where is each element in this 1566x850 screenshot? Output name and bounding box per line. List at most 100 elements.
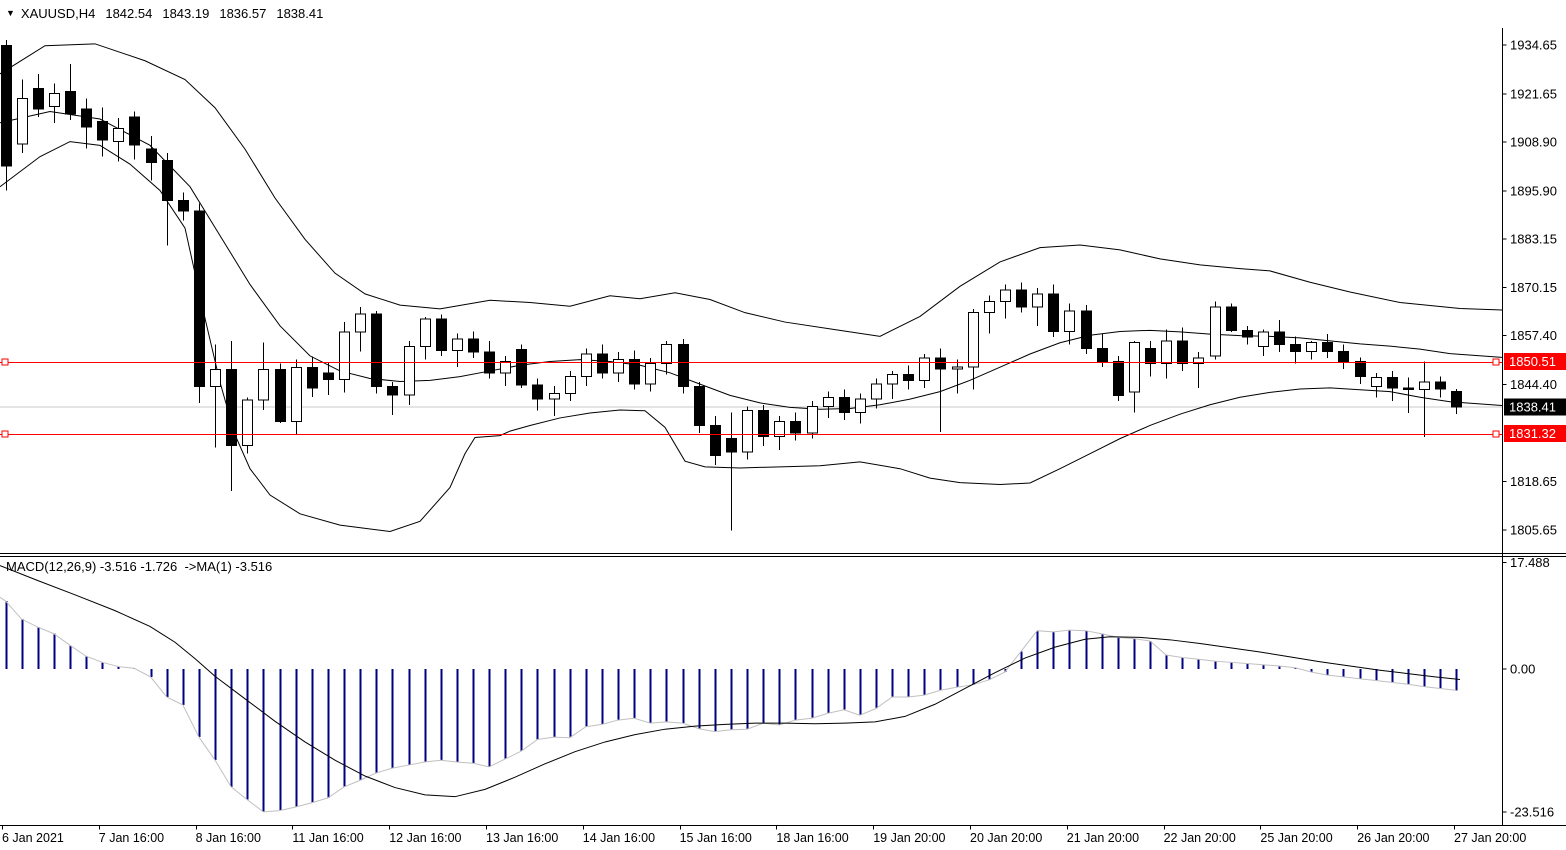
candle[interactable] <box>823 391 834 418</box>
candle[interactable] <box>387 382 398 415</box>
candle[interactable] <box>81 98 92 149</box>
candle[interactable] <box>146 135 157 181</box>
candle[interactable] <box>726 412 737 531</box>
candle[interactable] <box>629 350 640 390</box>
candle[interactable] <box>984 295 995 334</box>
candle[interactable] <box>339 322 350 393</box>
candle[interactable] <box>1322 334 1333 358</box>
candle[interactable] <box>371 310 382 394</box>
horizontal-line-object[interactable] <box>0 358 1503 366</box>
candle[interactable] <box>33 73 44 118</box>
candle[interactable] <box>1032 288 1043 326</box>
candle[interactable] <box>887 370 898 400</box>
candle[interactable] <box>355 307 366 352</box>
candle[interactable] <box>307 356 318 397</box>
candle[interactable] <box>903 365 914 390</box>
candle[interactable] <box>1306 340 1317 360</box>
candle[interactable] <box>1177 327 1188 371</box>
candle[interactable] <box>1387 370 1398 402</box>
candle[interactable] <box>17 79 28 153</box>
candle[interactable] <box>242 397 253 454</box>
candle[interactable] <box>1145 340 1156 377</box>
candle[interactable] <box>1403 377 1414 414</box>
candle[interactable] <box>500 355 511 386</box>
candle[interactable] <box>645 357 656 392</box>
candle[interactable] <box>194 203 205 403</box>
candle[interactable] <box>323 362 334 396</box>
hline-endpoint-handle[interactable] <box>1492 358 1500 366</box>
candle[interactable] <box>97 107 108 157</box>
candle[interactable] <box>65 64 76 121</box>
candle[interactable] <box>258 342 269 411</box>
candle[interactable] <box>1242 325 1253 345</box>
candle[interactable] <box>581 348 592 386</box>
candle[interactable] <box>1210 301 1221 360</box>
candle[interactable] <box>162 152 173 246</box>
candle[interactable] <box>758 404 769 447</box>
candle[interactable] <box>468 331 479 358</box>
candle[interactable] <box>549 385 560 417</box>
candle[interactable] <box>1435 376 1446 398</box>
candle[interactable] <box>742 406 753 460</box>
candle[interactable] <box>1258 329 1269 356</box>
candle[interactable] <box>1 40 12 191</box>
candle[interactable] <box>919 354 930 388</box>
candle[interactable] <box>1371 372 1382 398</box>
candle[interactable] <box>661 340 672 375</box>
candle[interactable] <box>565 370 576 402</box>
symbol-dropdown-icon[interactable]: ▼ <box>6 8 15 18</box>
candle[interactable] <box>807 401 818 439</box>
candle[interactable] <box>1290 336 1301 364</box>
candle[interactable] <box>1016 282 1027 313</box>
candle[interactable] <box>291 359 302 436</box>
candle[interactable] <box>1338 344 1349 370</box>
candle[interactable] <box>1451 389 1462 414</box>
candle[interactable] <box>1419 361 1430 438</box>
candle[interactable] <box>210 344 221 448</box>
candle[interactable] <box>1129 340 1140 413</box>
hline-endpoint-handle[interactable] <box>1492 430 1500 438</box>
candle[interactable] <box>613 352 624 383</box>
candle[interactable] <box>49 83 60 123</box>
hline-endpoint-handle[interactable] <box>1 358 9 366</box>
candle[interactable] <box>1274 320 1285 353</box>
candle[interactable] <box>404 340 415 406</box>
candle[interactable] <box>678 338 689 394</box>
candle[interactable] <box>597 344 608 379</box>
candle[interactable] <box>1064 303 1075 345</box>
candle[interactable] <box>1000 284 1011 319</box>
candle[interactable] <box>516 344 527 388</box>
candle[interactable] <box>129 111 140 160</box>
candle[interactable] <box>952 359 963 394</box>
candle[interactable] <box>839 389 850 420</box>
candle[interactable] <box>1113 355 1124 402</box>
candle[interactable] <box>113 117 124 162</box>
candle[interactable] <box>790 412 801 441</box>
bull-candle-body <box>49 92 60 108</box>
candle[interactable] <box>1161 329 1172 379</box>
candle[interactable] <box>1355 357 1366 385</box>
candle[interactable] <box>694 382 705 433</box>
candle[interactable] <box>871 378 882 409</box>
horizontal-line-object[interactable] <box>0 430 1503 438</box>
hline-endpoint-handle[interactable] <box>1 430 9 438</box>
bull-candle-body <box>1129 341 1140 393</box>
candle[interactable] <box>710 416 721 465</box>
candle[interactable] <box>436 314 447 356</box>
candle[interactable] <box>1048 284 1059 338</box>
candle[interactable] <box>484 340 495 379</box>
candle[interactable] <box>420 316 431 360</box>
candle[interactable] <box>1081 305 1092 355</box>
candle[interactable] <box>532 378 543 411</box>
candle[interactable] <box>275 363 286 424</box>
candle[interactable] <box>452 333 463 368</box>
candle[interactable] <box>1226 303 1237 333</box>
candle[interactable] <box>1193 352 1204 388</box>
candle[interactable] <box>178 192 189 221</box>
candle[interactable] <box>774 416 785 450</box>
candle[interactable] <box>968 308 979 390</box>
candle[interactable] <box>226 340 237 491</box>
candle[interactable] <box>855 393 866 424</box>
candle[interactable] <box>1097 333 1108 368</box>
